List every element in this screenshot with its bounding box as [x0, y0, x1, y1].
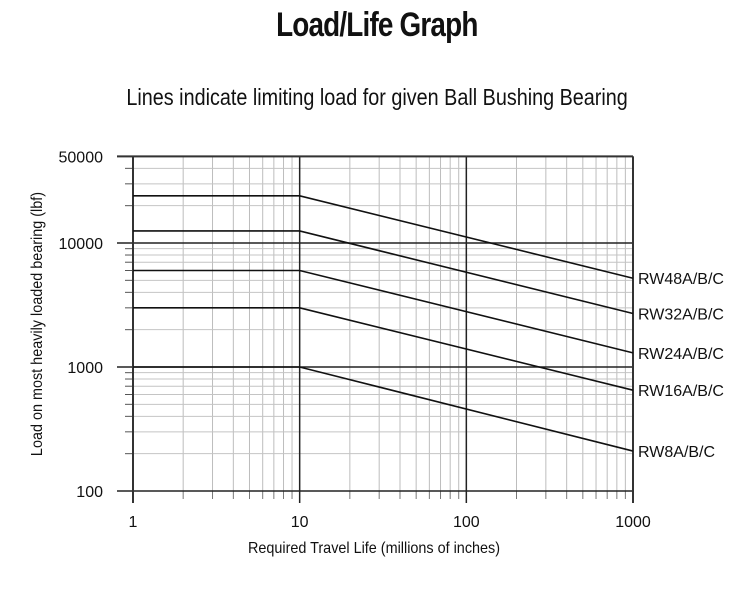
- series-line: [133, 366, 634, 452]
- x-tick-label: 100: [453, 514, 480, 531]
- series-labels: RW48A/B/C RW32A/B/C RW24A/B/C RW16A/B/C RW8A…: [638, 271, 724, 461]
- y-tick-label: 10000: [59, 236, 104, 253]
- series-label: RW48A/B/C: [638, 271, 724, 288]
- series-line: [133, 230, 634, 315]
- series-label: RW32A/B/C: [638, 307, 724, 324]
- y-axis-label: Load on most heavily loaded bearing (lbf…: [28, 192, 46, 456]
- chart-title: Load/Life Graph: [276, 6, 478, 44]
- chart-subtitle: Lines indicate limiting load for given B…: [126, 84, 628, 110]
- x-tick-label: 1: [129, 514, 138, 531]
- series-label: RW16A/B/C: [638, 383, 724, 400]
- series-line: [133, 195, 634, 279]
- series-line: [133, 307, 634, 391]
- y-tick-label: 100: [76, 484, 103, 501]
- series-lines: [133, 195, 634, 452]
- x-tick-label: 1000: [615, 514, 651, 531]
- series-label: RW24A/B/C: [638, 346, 724, 363]
- series-line: [133, 269, 634, 354]
- series-label: RW8A/B/C: [638, 444, 715, 461]
- y-tick-label: 1000: [67, 360, 103, 377]
- x-axis-label: Required Travel Life (millions of inches…: [248, 539, 500, 557]
- plot-frame: [117, 155, 634, 503]
- y-tick-label: 50000: [59, 149, 104, 166]
- x-tick-label: 10: [291, 514, 309, 531]
- minor-gridlines: [125, 156, 633, 499]
- tick-labels: 1 10 100 1000 100 1000 10000 50000: [59, 149, 651, 531]
